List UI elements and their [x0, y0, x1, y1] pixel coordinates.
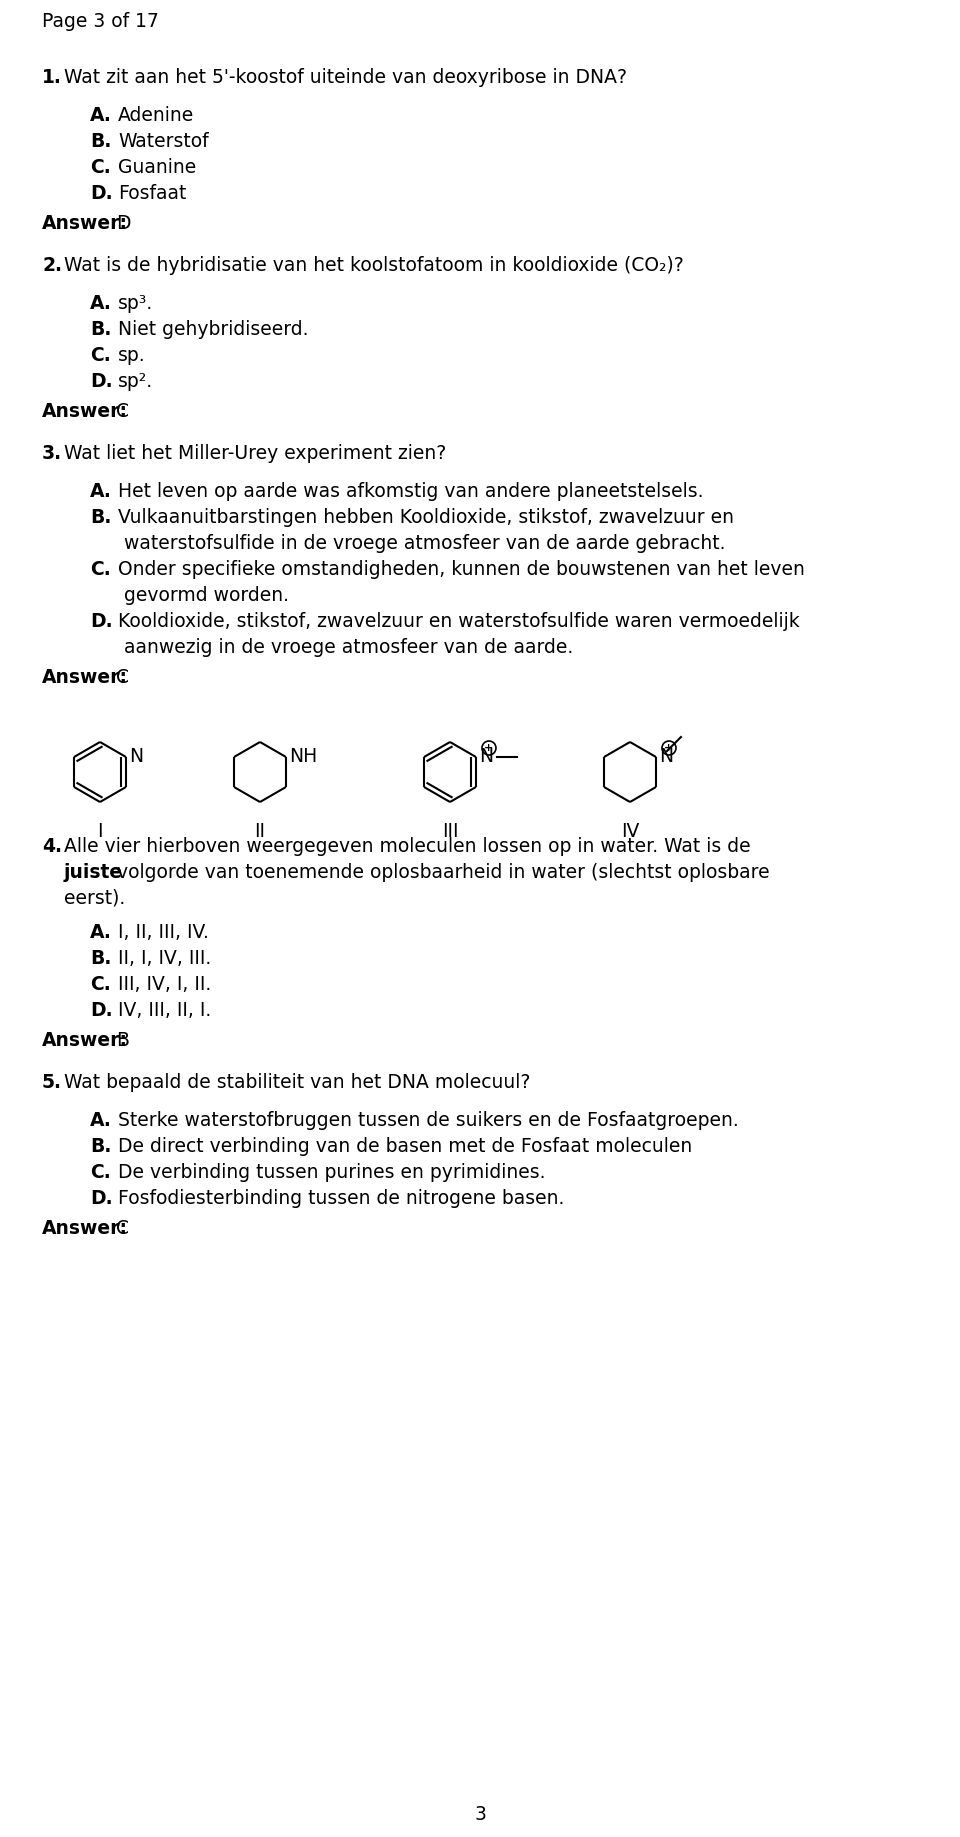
Text: A.: A.	[90, 107, 112, 125]
Text: Adenine: Adenine	[118, 107, 194, 125]
Text: B.: B.	[90, 950, 111, 968]
Text: Answer:: Answer:	[42, 669, 128, 687]
Text: Waterstof: Waterstof	[118, 132, 208, 151]
Text: A.: A.	[90, 481, 112, 502]
Text: eerst).: eerst).	[64, 889, 125, 907]
Text: IV: IV	[621, 821, 639, 841]
Text: Wat zit aan het 5'-koostof uiteinde van deoxyribose in DNA?: Wat zit aan het 5'-koostof uiteinde van …	[64, 68, 627, 86]
Text: Wat liet het Miller-Urey experiment zien?: Wat liet het Miller-Urey experiment zien…	[64, 445, 446, 463]
Text: C.: C.	[90, 975, 110, 994]
Text: D.: D.	[90, 184, 112, 204]
Text: sp³.: sp³.	[118, 294, 154, 312]
Text: B.: B.	[90, 132, 111, 151]
Text: B.: B.	[90, 320, 111, 340]
Text: A.: A.	[90, 1111, 112, 1130]
Text: II: II	[254, 821, 266, 841]
Text: A.: A.	[90, 294, 112, 312]
Text: C: C	[116, 402, 129, 421]
Text: +: +	[664, 742, 674, 753]
Text: Answer:: Answer:	[42, 402, 128, 421]
Text: D.: D.	[90, 1001, 112, 1020]
Text: Answer:: Answer:	[42, 1220, 128, 1238]
Text: B.: B.	[90, 509, 111, 527]
Text: Fosfaat: Fosfaat	[118, 184, 186, 204]
Text: +: +	[485, 742, 493, 753]
Text: C.: C.	[90, 560, 110, 579]
Text: aanwezig in de vroege atmosfeer van de aarde.: aanwezig in de vroege atmosfeer van de a…	[124, 637, 573, 658]
Text: Niet gehybridiseerd.: Niet gehybridiseerd.	[118, 320, 308, 340]
Text: I, II, III, IV.: I, II, III, IV.	[118, 922, 209, 942]
Text: D: D	[116, 213, 131, 233]
Text: sp.: sp.	[118, 345, 146, 366]
Text: Answer:: Answer:	[42, 213, 128, 233]
Text: Het leven op aarde was afkomstig van andere planeetstelsels.: Het leven op aarde was afkomstig van and…	[118, 481, 704, 502]
Text: D.: D.	[90, 612, 112, 630]
Text: C: C	[116, 669, 129, 687]
Text: Onder specifieke omstandigheden, kunnen de bouwstenen van het leven: Onder specifieke omstandigheden, kunnen …	[118, 560, 804, 579]
Text: De direct verbinding van de basen met de Fosfaat moleculen: De direct verbinding van de basen met de…	[118, 1137, 692, 1155]
Text: IV, III, II, I.: IV, III, II, I.	[118, 1001, 211, 1020]
Text: Vulkaanuitbarstingen hebben Kooldioxide, stikstof, zwavelzuur en: Vulkaanuitbarstingen hebben Kooldioxide,…	[118, 509, 734, 527]
Text: Wat bepaald de stabiliteit van het DNA molecuul?: Wat bepaald de stabiliteit van het DNA m…	[64, 1073, 530, 1091]
Text: III, IV, I, II.: III, IV, I, II.	[118, 975, 211, 994]
Text: D.: D.	[90, 373, 112, 391]
Text: 3.: 3.	[42, 445, 62, 463]
Text: Alle vier hierboven weergegeven moleculen lossen op in water. Wat is de: Alle vier hierboven weergegeven molecule…	[64, 838, 751, 856]
Text: N: N	[129, 748, 143, 766]
Text: C.: C.	[90, 158, 110, 176]
Text: volgorde van toenemende oplosbaarheid in water (slechtst oplosbare: volgorde van toenemende oplosbaarheid in…	[111, 863, 770, 882]
Text: 1.: 1.	[42, 68, 61, 86]
Text: 5.: 5.	[42, 1073, 62, 1091]
Text: B.: B.	[90, 1137, 111, 1155]
Text: Guanine: Guanine	[118, 158, 196, 176]
Text: N: N	[659, 748, 673, 766]
Text: Answer:: Answer:	[42, 1031, 128, 1051]
Text: sp².: sp².	[118, 373, 154, 391]
Text: A.: A.	[90, 922, 112, 942]
Text: C.: C.	[90, 1163, 110, 1181]
Text: juiste: juiste	[64, 863, 123, 882]
Text: 3: 3	[474, 1806, 486, 1824]
Text: Wat is de hybridisatie van het koolstofatoom in kooldioxide (CO₂)?: Wat is de hybridisatie van het koolstofa…	[64, 255, 684, 276]
Text: I: I	[97, 821, 103, 841]
Text: D.: D.	[90, 1189, 112, 1209]
Text: Fosfodiesterbinding tussen de nitrogene basen.: Fosfodiesterbinding tussen de nitrogene …	[118, 1189, 564, 1209]
Text: Kooldioxide, stikstof, zwavelzuur en waterstofsulfide waren vermoedelijk: Kooldioxide, stikstof, zwavelzuur en wat…	[118, 612, 800, 630]
Text: 4.: 4.	[42, 838, 62, 856]
Text: Page 3 of 17: Page 3 of 17	[42, 13, 158, 31]
Text: NH: NH	[289, 748, 317, 766]
Text: gevormd worden.: gevormd worden.	[124, 586, 289, 604]
Text: C: C	[116, 1220, 129, 1238]
Text: C.: C.	[90, 345, 110, 366]
Text: III: III	[442, 821, 458, 841]
Text: B: B	[116, 1031, 129, 1051]
Text: N: N	[479, 748, 493, 766]
Text: waterstofsulfide in de vroege atmosfeer van de aarde gebracht.: waterstofsulfide in de vroege atmosfeer …	[124, 535, 726, 553]
Text: De verbinding tussen purines en pyrimidines.: De verbinding tussen purines en pyrimidi…	[118, 1163, 545, 1181]
Text: Sterke waterstofbruggen tussen de suikers en de Fosfaatgroepen.: Sterke waterstofbruggen tussen de suiker…	[118, 1111, 739, 1130]
Text: II, I, IV, III.: II, I, IV, III.	[118, 950, 211, 968]
Text: 2.: 2.	[42, 255, 62, 276]
